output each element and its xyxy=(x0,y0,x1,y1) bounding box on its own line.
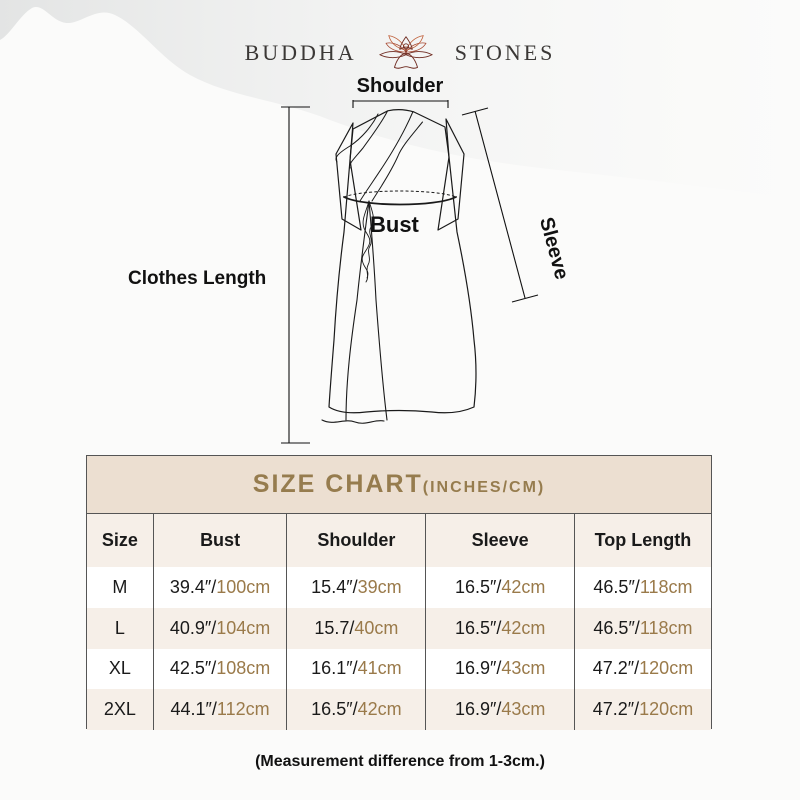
svg-text:Shoulder: Shoulder xyxy=(357,75,444,97)
svg-text:Sleeve: Sleeve xyxy=(535,215,573,282)
svg-text:Clothes Length: Clothes Length xyxy=(128,268,266,289)
svg-text:Bust: Bust xyxy=(370,212,420,237)
